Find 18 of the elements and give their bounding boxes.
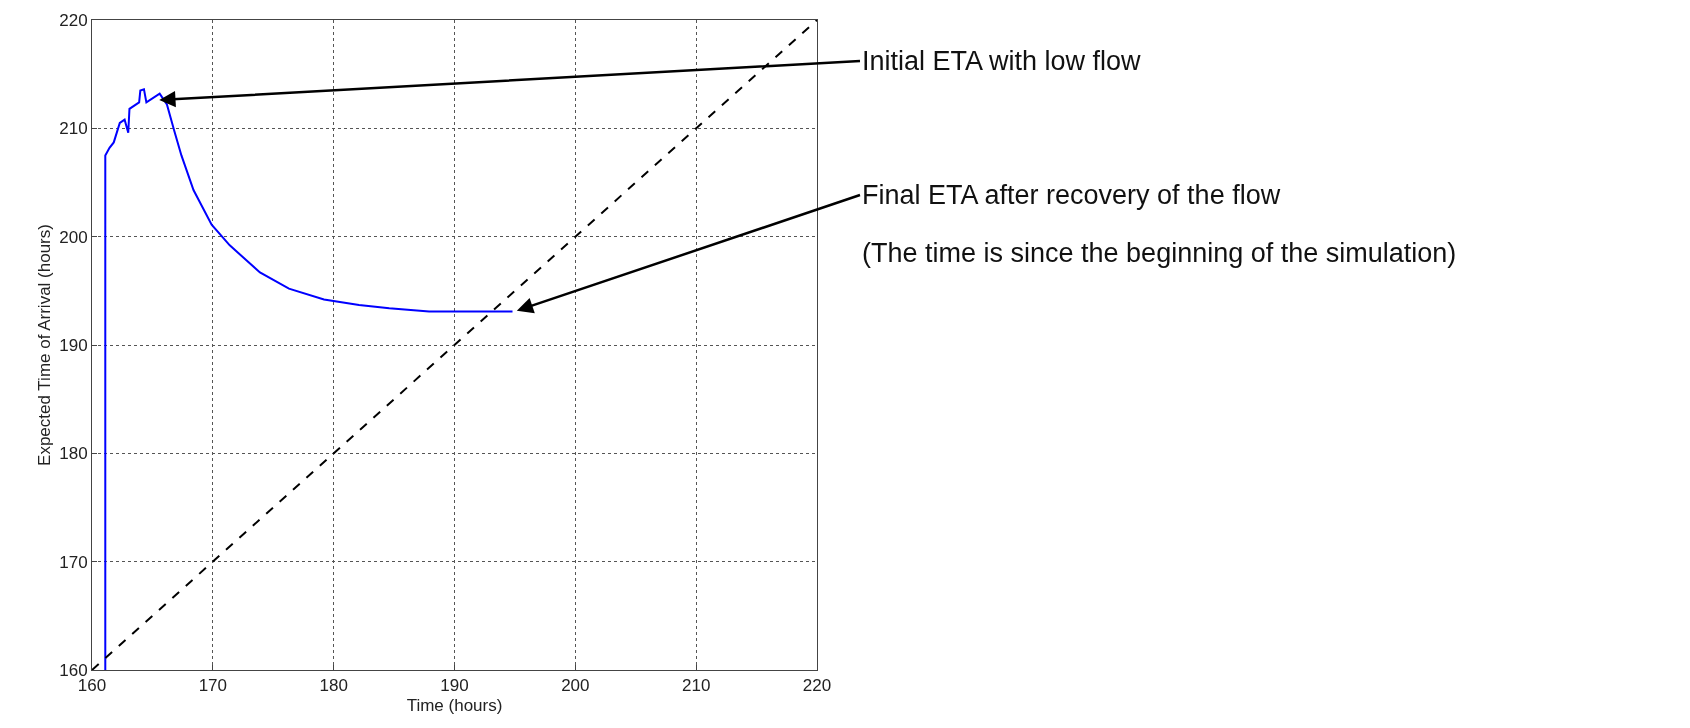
y-tick-label: 200	[59, 227, 88, 247]
x-tick-label: 190	[440, 676, 469, 696]
text: (The time is since the beginning of the simulation)	[862, 238, 1457, 268]
y-tick-label: 180	[59, 444, 88, 464]
x-tick-label: 210	[681, 676, 711, 696]
y-tick-label: 220	[59, 10, 88, 30]
y-tick-label: 190	[59, 335, 88, 355]
y-tick-label: 210	[59, 119, 88, 139]
annotation: Initial ETA with low flow	[862, 46, 1142, 76]
x-tick-label: 220	[802, 676, 832, 696]
y-tick-label: 170	[59, 552, 88, 572]
y-axis-title: Expected Time of Arrival (hours)	[34, 224, 54, 466]
x-tick-label: 200	[561, 676, 590, 696]
x-tick-label: 180	[319, 676, 348, 696]
annotation: Final ETA after recovery of the flow	[862, 180, 1281, 210]
x-axis-title: Time (hours)	[406, 695, 503, 715]
x-tick-label: 170	[198, 676, 228, 696]
line-series	[104, 88, 514, 670]
